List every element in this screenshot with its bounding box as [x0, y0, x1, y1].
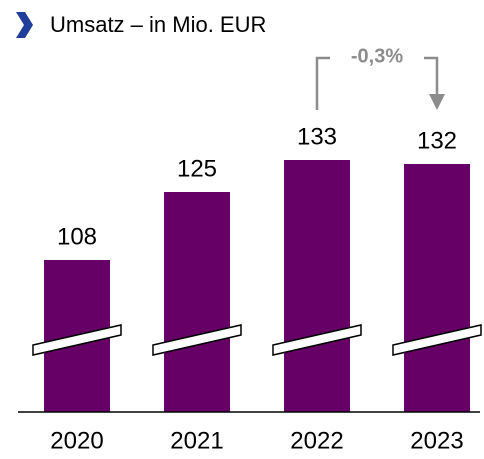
bracket-right: [424, 56, 439, 96]
x-tick-label: 2023: [410, 427, 463, 454]
x-tick-label: 2020: [50, 427, 103, 454]
bracket-left: [315, 56, 330, 110]
x-tick-label: 2021: [170, 427, 223, 454]
chart-title: Umsatz – in Mio. EUR: [50, 12, 266, 37]
bar: [404, 164, 470, 412]
change-label: -0,3%: [351, 45, 403, 67]
value-label: 133: [297, 123, 337, 150]
value-label: 132: [417, 127, 457, 154]
bar: [164, 192, 230, 412]
axis-break: [272, 324, 362, 356]
x-tick-label: 2022: [290, 427, 343, 454]
axis-break: [392, 324, 482, 356]
title-chevron: [16, 12, 33, 38]
value-label: 125: [177, 155, 217, 182]
value-label: 108: [57, 223, 97, 250]
bracket-arrow: [429, 94, 445, 110]
bar: [284, 160, 350, 412]
axis-break: [32, 324, 122, 356]
change-bracket: [315, 56, 439, 110]
axis-break: [152, 324, 242, 356]
